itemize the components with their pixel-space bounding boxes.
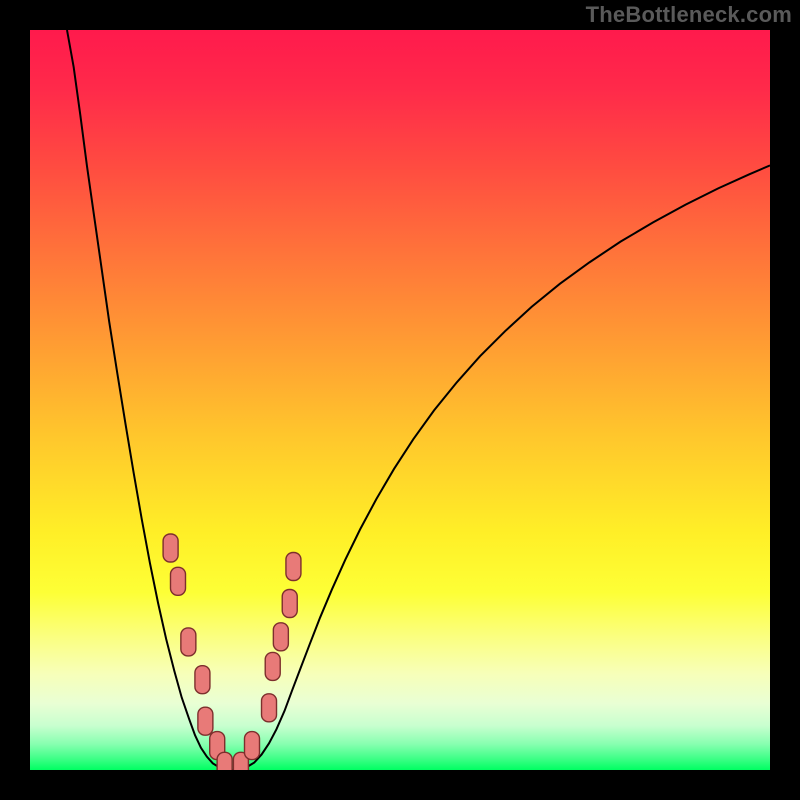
watermark-text: TheBottleneck.com [586,2,792,28]
chart-svg [30,30,770,770]
data-marker [217,752,232,770]
data-marker [163,534,178,562]
data-marker [273,623,288,651]
data-marker [195,666,210,694]
plot-area [30,30,770,770]
data-marker [265,652,280,680]
data-marker [198,707,213,735]
gradient-background [30,30,770,770]
data-marker [181,628,196,656]
data-marker [171,567,186,595]
data-marker [286,553,301,581]
data-marker [262,694,277,722]
chart-frame: TheBottleneck.com [0,0,800,800]
data-marker [245,732,260,760]
data-marker [282,590,297,618]
